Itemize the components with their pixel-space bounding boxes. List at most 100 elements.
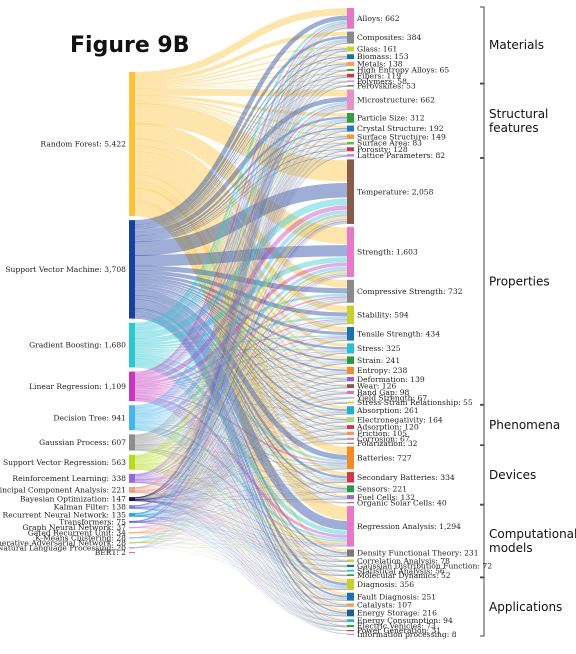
target-node[interactable] [347, 147, 354, 152]
flow-link [134, 422, 348, 435]
flow-link [134, 148, 348, 242]
flow-link [134, 387, 348, 491]
target-node[interactable] [347, 485, 354, 493]
target-node[interactable] [347, 425, 354, 429]
target-node[interactable] [347, 633, 354, 635]
target-node[interactable] [347, 384, 354, 389]
source-node-kalman-filter[interactable] [129, 505, 135, 509]
flow-link [134, 340, 348, 538]
target-node[interactable] [347, 549, 354, 557]
source-node-random-forest[interactable] [129, 72, 135, 216]
target-node[interactable] [347, 279, 354, 303]
source-node-bayesian-optimization[interactable] [129, 497, 135, 502]
target-node[interactable] [347, 73, 354, 78]
source-node-bert[interactable] [129, 551, 135, 554]
target-node[interactable] [347, 134, 354, 140]
target-label: Regression Analysis: 1,294 [357, 522, 461, 531]
target-node[interactable] [347, 437, 354, 440]
flow-link [134, 15, 348, 225]
target-node[interactable] [347, 356, 354, 364]
flow-link [134, 103, 348, 182]
target-node[interactable] [347, 603, 354, 607]
target-node[interactable] [347, 31, 354, 44]
flow-link [134, 373, 348, 445]
target-node[interactable] [347, 377, 354, 382]
target-node[interactable] [347, 112, 354, 123]
target-node[interactable] [347, 396, 354, 399]
target-node[interactable] [347, 68, 354, 72]
target-node[interactable] [347, 305, 354, 325]
flow-link [134, 318, 348, 388]
flow-link [134, 302, 348, 528]
flow-link [134, 522, 348, 590]
target-node[interactable] [347, 559, 354, 562]
flow-link [134, 300, 348, 463]
target-node[interactable] [347, 592, 354, 601]
source-node-principal-component-analysis[interactable] [129, 487, 135, 493]
source-node-natural-language-processing[interactable] [129, 547, 135, 549]
source-node-recurrent-neural-network[interactable] [129, 513, 135, 517]
flow-link [134, 108, 348, 476]
source-node-support-vector-machine[interactable] [129, 220, 135, 319]
target-node[interactable] [347, 564, 354, 567]
source-node-gaussian-process[interactable] [129, 434, 135, 451]
target-label: Glass: 161 [357, 45, 397, 54]
source-node-graph-neural-network[interactable] [129, 527, 135, 529]
flow-link [134, 77, 348, 514]
target-node[interactable] [347, 84, 354, 87]
target-node[interactable] [347, 624, 354, 628]
target-node[interactable] [347, 431, 354, 435]
target-node[interactable] [347, 343, 354, 354]
target-node[interactable] [347, 619, 354, 623]
target-node[interactable] [347, 442, 354, 444]
target-node[interactable] [347, 502, 354, 504]
target-node[interactable] [347, 401, 354, 404]
flow-link [134, 77, 348, 488]
target-node[interactable] [347, 154, 354, 157]
source-node-gradient-boosting[interactable] [129, 322, 135, 368]
target-node[interactable] [347, 390, 354, 394]
target-node[interactable] [347, 54, 354, 60]
source-node-decision-tree[interactable] [129, 405, 135, 431]
flow-link [134, 138, 348, 489]
target-node[interactable] [347, 495, 354, 500]
source-node-reinforcement-learning[interactable] [129, 473, 135, 483]
flow-link [134, 121, 348, 476]
flow-link [134, 447, 348, 499]
flow-link [134, 51, 348, 514]
target-node[interactable] [347, 417, 354, 423]
target-node[interactable] [347, 574, 354, 576]
target-node[interactable] [347, 609, 354, 617]
target-node[interactable] [347, 406, 354, 415]
target-node[interactable] [347, 569, 354, 572]
flow-link [134, 58, 348, 475]
target-node[interactable] [347, 125, 354, 132]
source-node-transformers[interactable] [129, 520, 135, 523]
target-node[interactable] [347, 472, 354, 483]
source-nodes: Random Forest: 5,422 Support Vector Machi… [0, 72, 135, 557]
target-node[interactable] [347, 326, 354, 341]
source-node-gated-recurrent-unit[interactable] [129, 532, 135, 534]
target-node[interactable] [347, 366, 354, 375]
target-node[interactable] [347, 578, 354, 590]
target-node[interactable] [347, 89, 354, 111]
flow-link [134, 77, 348, 498]
flow-link [134, 532, 348, 557]
target-node[interactable] [347, 46, 354, 52]
source-node-support-vector-regression[interactable] [129, 454, 135, 470]
source-node-generative-adversarial-network[interactable] [129, 542, 135, 544]
target-node[interactable] [347, 226, 354, 278]
source-node-linear-regression[interactable] [129, 371, 135, 402]
target-node[interactable] [347, 80, 354, 83]
target-node[interactable] [347, 629, 354, 632]
target-node[interactable] [347, 506, 354, 547]
target-node[interactable] [347, 141, 354, 145]
source-node-k-means-clustering[interactable] [129, 537, 135, 539]
target-node[interactable] [347, 61, 354, 67]
flow-link [134, 421, 348, 492]
flow-link [134, 81, 348, 409]
target-node[interactable] [347, 8, 354, 29]
target-node[interactable] [347, 159, 354, 224]
flow-link [134, 500, 348, 568]
target-node[interactable] [347, 446, 354, 470]
